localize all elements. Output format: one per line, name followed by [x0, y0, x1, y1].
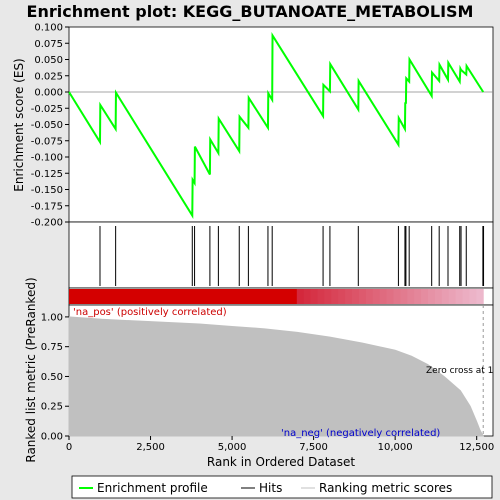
heatmap-cell	[338, 289, 345, 304]
es-y-tick-label: -0.125	[31, 169, 63, 180]
heatmap-cell	[138, 289, 145, 304]
metric-y-tick-label: 0.00	[41, 432, 63, 443]
pos-label: 'na_pos' (positively correlated)	[73, 307, 227, 318]
heatmap-cell	[214, 289, 221, 304]
chart-title: Enrichment plot: KEGG_BUTANOATE_METABOLI…	[27, 2, 474, 21]
heatmap-cell	[124, 289, 131, 304]
x-tick-label: 0	[66, 442, 72, 453]
es-y-tick-label: 0.100	[34, 23, 63, 34]
heatmap-cell	[166, 289, 173, 304]
metric-y-tick-label: 0.75	[41, 342, 63, 353]
es-y-axis-label: Enrichment score (ES)	[12, 58, 26, 191]
heatmap-cell	[193, 289, 200, 304]
heatmap-cell	[463, 289, 470, 304]
heatmap-cell	[159, 289, 166, 304]
heatmap-cell	[407, 289, 414, 304]
metric-y-tick-label: 1.00	[41, 312, 63, 323]
es-y-tick-label: -0.025	[31, 104, 63, 115]
heatmap-cell	[262, 289, 269, 304]
heatmap-cell	[297, 289, 304, 304]
metric-y-tick-label: 0.25	[41, 402, 63, 413]
heatmap-cell	[221, 289, 228, 304]
x-tick-label: 5,000	[218, 442, 247, 453]
x-tick-label: 2,500	[136, 442, 165, 453]
es-y-tick-label: 0.000	[34, 88, 63, 99]
heatmap-cell	[104, 289, 111, 304]
heatmap-cell	[248, 289, 255, 304]
heatmap-cell	[311, 289, 318, 304]
legend-hits: Hits	[259, 481, 282, 495]
heatmap-cell	[186, 289, 193, 304]
heatmap-cell	[449, 289, 456, 304]
heatmap-cell	[380, 289, 387, 304]
heatmap-cell	[145, 289, 152, 304]
heatmap-cell	[400, 289, 407, 304]
heatmap-cell	[331, 289, 338, 304]
heatmap-cell	[393, 289, 400, 304]
es-y-tick-label: -0.075	[31, 136, 63, 147]
heatmap-cell	[152, 289, 159, 304]
heatmap-cell	[207, 289, 214, 304]
heatmap-cell	[200, 289, 207, 304]
heatmap-cell	[76, 289, 83, 304]
heatmap-cell	[110, 289, 117, 304]
es-y-tick-label: -0.200	[31, 218, 63, 229]
heatmap-cell	[228, 289, 235, 304]
heatmap-cell	[352, 289, 359, 304]
x-axis-label: Rank in Ordered Dataset	[207, 455, 355, 469]
x-tick-label: 7,500	[299, 442, 328, 453]
legend-profile: Enrichment profile	[97, 481, 208, 495]
hits-panel	[69, 222, 493, 288]
heatmap-cell	[242, 289, 249, 304]
heatmap-cell	[442, 289, 449, 304]
heatmap-cell	[359, 289, 366, 304]
heatmap-cell	[131, 289, 138, 304]
es-y-tick-label: -0.175	[31, 201, 63, 212]
heatmap-cell	[428, 289, 435, 304]
heatmap-cell	[304, 289, 311, 304]
x-tick-label: 10,000	[378, 442, 413, 453]
heatmap-cell	[97, 289, 104, 304]
heatmap-cell	[421, 289, 428, 304]
heatmap-cell	[435, 289, 442, 304]
heatmap-cell	[469, 289, 476, 304]
es-y-tick-label: 0.025	[34, 71, 63, 82]
heatmap-cell	[269, 289, 276, 304]
heatmap-cell	[283, 289, 290, 304]
es-y-tick-label: 0.075	[34, 39, 63, 50]
neg-label: 'na_neg' (negatively correlated)	[281, 428, 440, 439]
metric-y-axis-label: Ranked list metric (PreRanked)	[24, 277, 38, 462]
heatmap-cell	[290, 289, 297, 304]
heatmap-cell	[373, 289, 380, 304]
heatmap-cell	[366, 289, 373, 304]
heatmap-cell	[414, 289, 421, 304]
heatmap-cell	[69, 289, 76, 304]
heatmap-cell	[387, 289, 394, 304]
legend: Enrichment profile Hits Ranking metric s…	[72, 476, 492, 498]
heatmap-cell	[345, 289, 352, 304]
zero-cross-label: Zero cross at 1	[426, 366, 493, 376]
heatmap-cell	[318, 289, 325, 304]
heatmap-cell	[324, 289, 331, 304]
metric-y-tick-label: 0.50	[41, 372, 63, 383]
heatmap-cell	[173, 289, 180, 304]
x-tick-label: 12,500	[459, 442, 494, 453]
heatmap-cell	[117, 289, 124, 304]
heatmap-cell	[456, 289, 463, 304]
heatmap-cell	[90, 289, 97, 304]
heatmap-cell	[476, 289, 483, 304]
heatmap-cell	[179, 289, 186, 304]
legend-metric: Ranking metric scores	[319, 481, 452, 495]
es-y-tick-label: -0.150	[31, 185, 63, 196]
heatmap-cell	[276, 289, 283, 304]
heatmap-cell	[83, 289, 90, 304]
es-panel	[69, 27, 493, 222]
es-y-tick-label: -0.050	[31, 120, 63, 131]
heatmap-cell	[235, 289, 242, 304]
es-y-tick-label: 0.050	[34, 55, 63, 66]
ranking-heatmap	[69, 289, 484, 304]
es-y-tick-label: -0.100	[31, 153, 63, 164]
heatmap-cell	[255, 289, 262, 304]
